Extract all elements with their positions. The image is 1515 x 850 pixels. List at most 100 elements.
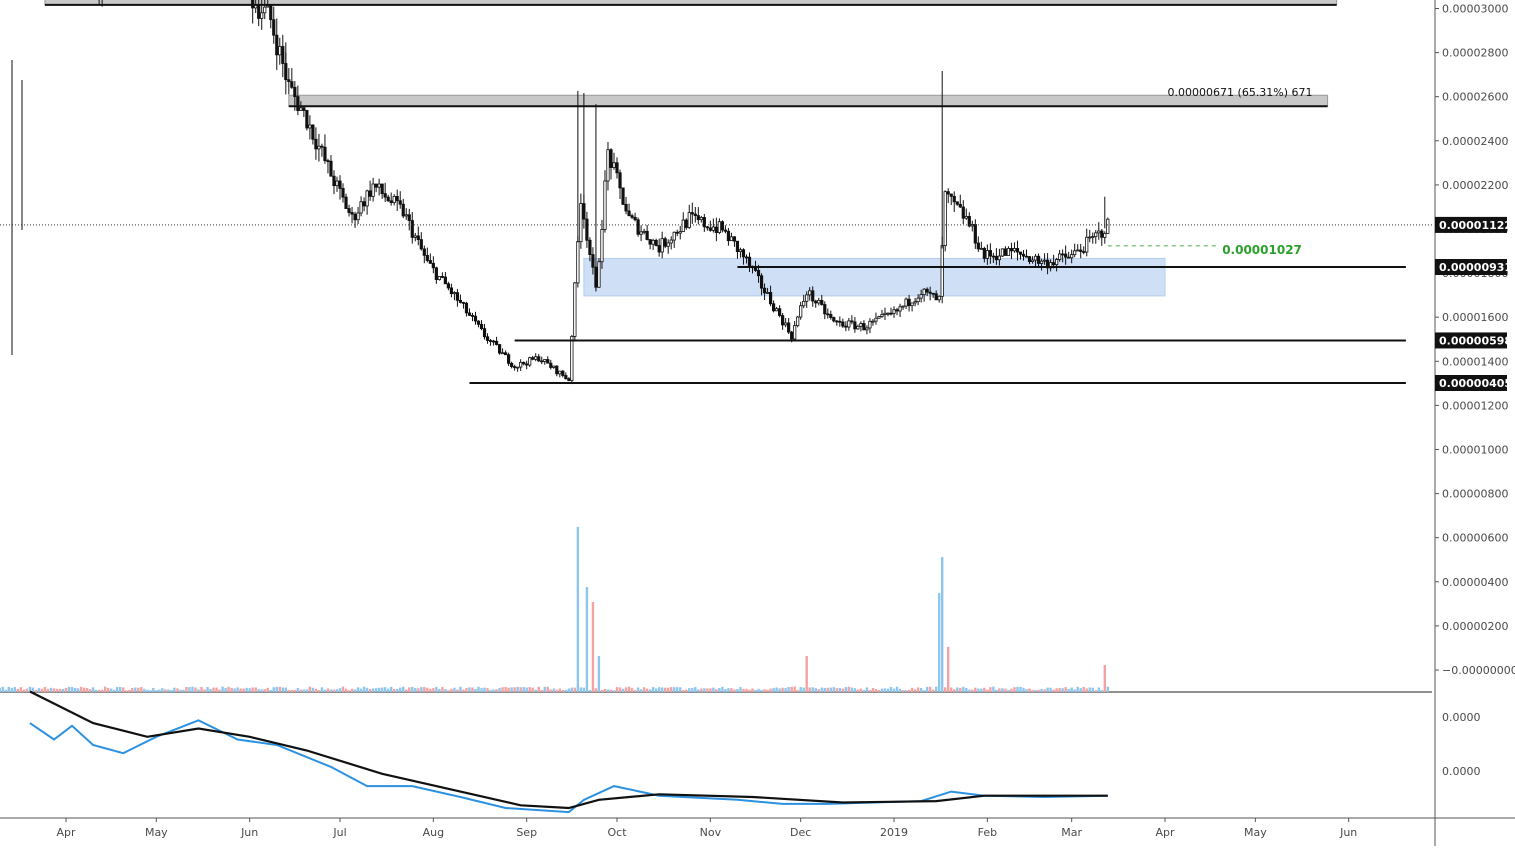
candle-body (877, 316, 881, 319)
candle-body (859, 323, 863, 327)
candle-body (1021, 253, 1026, 257)
volume-bar (775, 687, 778, 692)
volume-bar (513, 687, 516, 692)
volume-bar (13, 686, 17, 692)
volume-bar (149, 690, 152, 692)
volume-bar (197, 689, 200, 692)
volume-bar (10, 687, 14, 692)
volume-bar (109, 688, 113, 692)
volume-bar (727, 688, 730, 692)
volume-bar (465, 687, 468, 692)
volume-bar (691, 687, 694, 692)
candle-body (898, 306, 902, 312)
volume-bar (597, 656, 601, 692)
volume-bar (962, 686, 965, 692)
volume-bar (826, 687, 829, 692)
volume-bar (916, 687, 920, 692)
volume-bar (374, 688, 378, 692)
candle-body (624, 203, 628, 212)
time-axis-label: May (1244, 826, 1267, 839)
candle-body (612, 162, 616, 168)
volume-bar (898, 688, 902, 692)
candle-body (1009, 248, 1014, 252)
volume-bar (778, 688, 781, 692)
candle-body (744, 256, 749, 259)
volume-bar (350, 688, 354, 692)
candle-body (802, 300, 806, 307)
candle-body (922, 288, 926, 296)
volume-bar (287, 690, 291, 692)
volume-bar (835, 688, 839, 692)
volume-bar (131, 687, 134, 692)
candle-body (332, 175, 336, 187)
candle-body (931, 292, 935, 295)
volume-bar (561, 690, 565, 692)
candle-body (778, 308, 782, 316)
candle-body (699, 217, 703, 221)
candle-body (353, 213, 357, 221)
time-axis-label: Aug (423, 826, 444, 839)
candle-body (910, 302, 914, 307)
volume-bar (790, 686, 793, 692)
volume-bar (417, 688, 420, 692)
volume-bar (152, 687, 155, 692)
candle-body (991, 255, 995, 258)
candle-body (564, 375, 568, 380)
candle-body (633, 216, 637, 221)
volume-bar (191, 686, 194, 692)
volume-bar (112, 689, 116, 692)
candle-body (603, 180, 607, 230)
candle-body (525, 363, 529, 366)
candle-body (290, 81, 294, 88)
candle-body (741, 249, 746, 258)
volume-bar (489, 690, 492, 692)
volume-bar (1, 686, 4, 692)
candle-body (570, 336, 574, 381)
volume-bar (865, 687, 869, 692)
volume-bar (913, 689, 917, 692)
volume-bar (1079, 688, 1082, 692)
volume-bar (1097, 687, 1100, 692)
candle-body (335, 180, 339, 187)
volume-bar (676, 687, 679, 692)
volume-bar (877, 689, 881, 692)
candle-body (928, 291, 932, 294)
volume-bar (703, 688, 706, 692)
volume-bar (838, 687, 842, 692)
candle-body (871, 320, 875, 323)
candle-body (549, 362, 553, 368)
candle-body (678, 231, 682, 234)
candle-body (1091, 236, 1095, 238)
volume-bar (22, 689, 26, 692)
candle-body (838, 320, 842, 323)
volume-bar (883, 688, 887, 692)
volume-bar (1040, 688, 1043, 692)
candle-body (747, 256, 752, 267)
volume-bar (456, 689, 459, 692)
volume-bar (772, 688, 775, 692)
candle-body (738, 249, 743, 253)
candle-body (1018, 251, 1023, 255)
candle-body (359, 201, 363, 214)
volume-bar (1028, 688, 1031, 692)
volume-bar (925, 686, 929, 692)
volume-bar (953, 689, 956, 692)
volume-bar (832, 687, 836, 692)
volume-bar (55, 688, 59, 692)
volume-bar (37, 688, 41, 692)
volume-bar (983, 687, 986, 692)
candle-body (449, 287, 454, 295)
measure-label-1: 0.00000671 (65.31%) 671 (1168, 86, 1313, 99)
candle-body (473, 315, 478, 322)
volume-bar (730, 688, 733, 692)
candle-body (735, 240, 740, 253)
volume-bar (389, 686, 393, 692)
candle-body (937, 295, 941, 301)
candle-body (681, 219, 685, 233)
volume-bar (200, 687, 203, 692)
volume-bar (609, 689, 613, 692)
candle-body (579, 203, 583, 243)
volume-bar (170, 690, 173, 692)
volume-bar (570, 687, 574, 692)
